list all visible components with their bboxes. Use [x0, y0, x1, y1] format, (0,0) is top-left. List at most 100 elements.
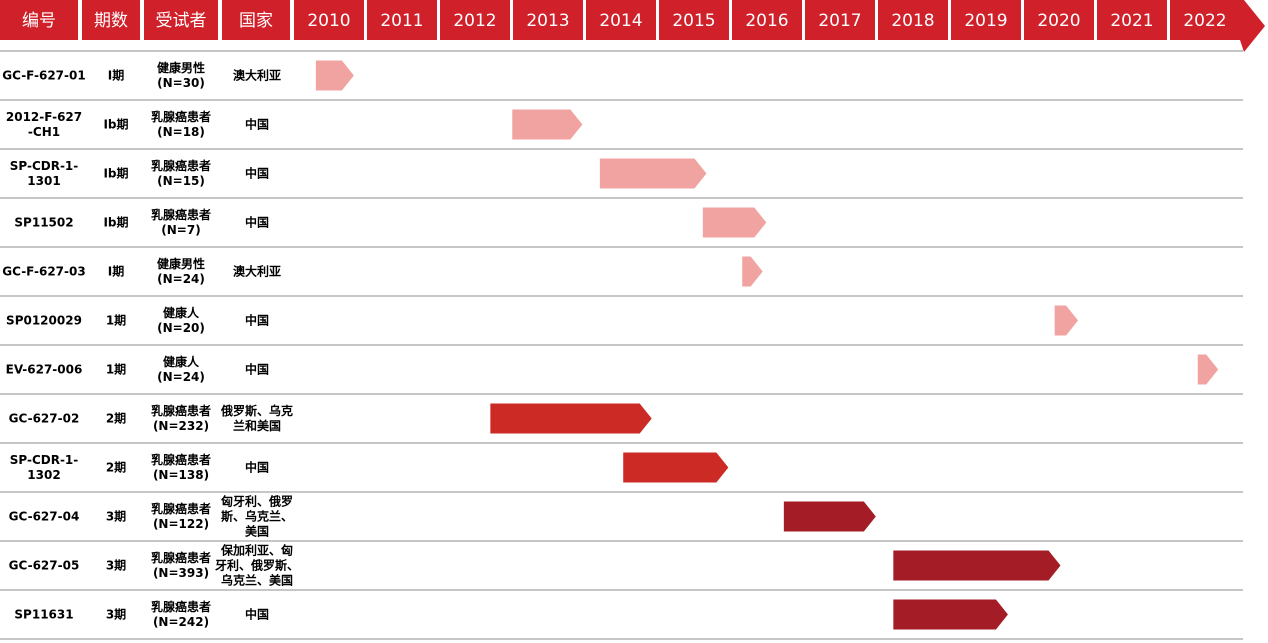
trial-id: -CH1	[28, 125, 60, 139]
trial-duration-bar	[512, 109, 583, 140]
trial-id: SP-CDR-1-	[10, 453, 79, 467]
trial-phase: 2期	[106, 460, 126, 475]
trial-row: SP11502 Ib期 乳腺癌患者(N=7) 中国	[14, 207, 767, 238]
trial-phase: 1期	[106, 313, 126, 328]
trial-country: 澳大利亚	[233, 264, 281, 279]
trial-id: EV-627-006	[6, 363, 83, 377]
year-header-bg	[1097, 0, 1167, 40]
column-header-bg	[0, 0, 78, 40]
trial-subjects: 乳腺癌患者	[151, 501, 211, 516]
trial-country: 中国	[245, 117, 269, 132]
year-tick-label: 2015	[672, 11, 715, 31]
year-tick-label: 2013	[526, 11, 569, 31]
year-header-bg	[805, 0, 875, 40]
trial-duration-bar	[599, 158, 707, 189]
column-header-label: 期数	[94, 11, 128, 31]
year-tick-label: 2014	[599, 11, 642, 31]
trial-row: SP-CDR-1-1302 2期 乳腺癌患者(N=138) 中国	[10, 452, 729, 483]
column-header-label: 受试者	[156, 11, 207, 31]
year-tick-label: 2022	[1183, 11, 1226, 31]
year-header-bg	[951, 0, 1021, 40]
trial-country: 中国	[245, 460, 269, 475]
trial-phase: I期	[108, 68, 124, 83]
trial-id: GC-627-02	[9, 412, 80, 426]
trial-country: 美国	[245, 524, 269, 539]
trial-row: SP-CDR-1-1301 Ib期 乳腺癌患者(N=15) 中国	[10, 158, 707, 189]
trial-duration-bar	[783, 501, 876, 532]
trial-id: SP11631	[14, 608, 73, 622]
trial-phase: 2期	[106, 411, 126, 426]
trial-phase: Ib期	[103, 215, 128, 230]
trial-subjects: (N=15)	[157, 174, 205, 188]
trial-country: 澳大利亚	[233, 68, 281, 83]
year-tick-label: 2011	[380, 11, 423, 31]
year-tick-label: 2010	[307, 11, 350, 31]
trial-phase: I期	[108, 264, 124, 279]
trial-row: SP11631 3期 乳腺癌患者(N=242) 中国	[14, 599, 1008, 630]
year-header-bg	[659, 0, 729, 40]
trial-subjects: (N=30)	[157, 76, 205, 90]
trial-id: SP11502	[14, 216, 73, 230]
year-header-bg	[440, 0, 510, 40]
trial-subjects: (N=20)	[157, 321, 205, 335]
year-tick-label: 2017	[818, 11, 861, 31]
trial-subjects: (N=122)	[153, 517, 209, 531]
trial-subjects: (N=24)	[157, 272, 205, 286]
trial-id: GC-627-05	[9, 559, 80, 573]
row-separators	[0, 50, 1243, 640]
trial-subjects: (N=242)	[153, 615, 209, 629]
trial-phase: Ib期	[103, 166, 128, 181]
column-header-label: 编号	[22, 11, 56, 31]
trial-country: 中国	[245, 166, 269, 181]
trial-phase: 3期	[106, 509, 126, 524]
trial-row: GC-627-04 3期 乳腺癌患者(N=122) 匈牙利、俄罗斯、乌克兰、美国	[9, 494, 876, 539]
column-header-bg	[82, 0, 140, 40]
trial-country: 中国	[245, 313, 269, 328]
trial-country: 兰和美国	[233, 418, 281, 433]
trial-subjects: (N=232)	[153, 419, 209, 433]
trial-subjects: (N=24)	[157, 370, 205, 384]
year-tick-label: 2016	[745, 11, 788, 31]
trial-id: GC-F-627-03	[2, 265, 85, 279]
year-tick-label: 2020	[1037, 11, 1080, 31]
trial-id: 1301	[27, 174, 60, 188]
year-tick-label: 2021	[1110, 11, 1153, 31]
year-header-bg	[367, 0, 437, 40]
trial-subjects: 乳腺癌患者	[151, 403, 211, 418]
trial-duration-bar	[742, 256, 763, 287]
trial-id: SP0120029	[6, 314, 82, 328]
trial-subjects: 健康人	[163, 305, 200, 320]
trial-id: 1302	[27, 468, 60, 482]
trial-duration-bar	[315, 60, 354, 91]
trial-duration-bar	[490, 403, 652, 434]
trial-subjects: 乳腺癌患者	[151, 207, 211, 222]
trial-phase: Ib期	[103, 117, 128, 132]
trial-subjects: 乳腺癌患者	[151, 109, 211, 124]
trial-subjects: 乳腺癌患者	[151, 550, 211, 565]
year-header-bg	[732, 0, 802, 40]
trial-subjects: 健康男性	[157, 60, 205, 75]
trial-duration-bar	[623, 452, 729, 483]
trial-duration-bar	[893, 550, 1061, 581]
trial-duration-bar	[1197, 354, 1219, 385]
trial-country: 牙利、俄罗斯、	[215, 558, 299, 573]
column-header-bg	[222, 0, 290, 40]
year-header-bg	[878, 0, 948, 40]
trial-country: 乌克兰、美国	[221, 573, 293, 588]
trial-subjects: 乳腺癌患者	[151, 599, 211, 614]
year-header-bg	[294, 0, 364, 40]
year-axis-arrow	[1170, 0, 1265, 52]
trial-subjects: 健康男性	[157, 256, 205, 271]
trial-phase: 1期	[106, 362, 126, 377]
trial-subjects: (N=138)	[153, 468, 209, 482]
year-header-bg	[513, 0, 583, 40]
trial-duration-bar	[1054, 305, 1079, 336]
column-header-label: 国家	[239, 11, 273, 31]
trial-id: 2012-F-627	[6, 110, 82, 124]
year-header-bg	[1024, 0, 1094, 40]
trial-row: 2012-F-627-CH1 Ib期 乳腺癌患者(N=18) 中国	[6, 109, 583, 140]
trial-row: GC-F-627-03 I期 健康男性(N=24) 澳大利亚	[2, 256, 763, 287]
header-row: 编号 期数 受试者 国家 2010 2011 2012 2013 2014 2015 2016 201…	[0, 0, 1265, 52]
